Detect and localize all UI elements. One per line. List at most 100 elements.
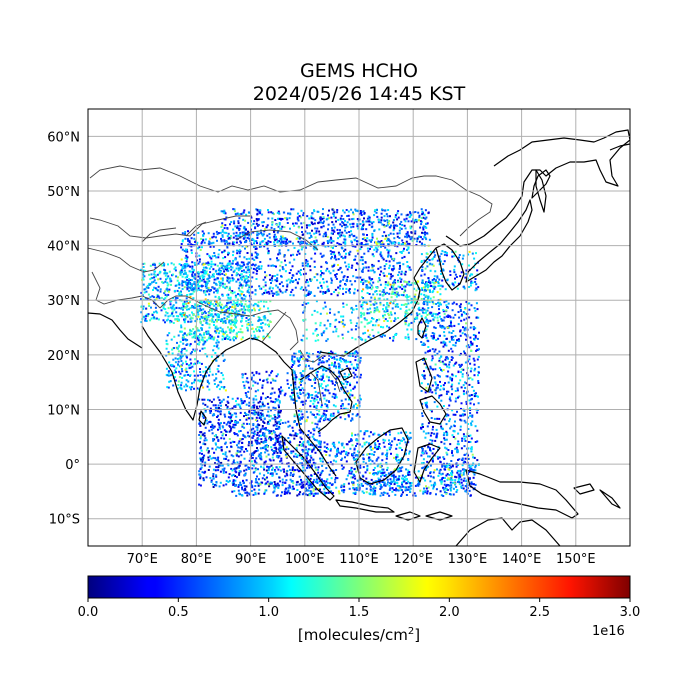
data-pixel [300,375,303,378]
data-pixel [430,285,433,287]
data-pixel [292,274,295,277]
data-pixel [167,315,170,318]
data-pixel [203,317,206,320]
data-pixel [424,316,427,319]
data-pixel [182,334,185,337]
data-pixel [170,363,173,366]
data-pixel [299,287,302,290]
data-pixel [346,278,348,281]
data-pixel [255,267,258,270]
data-pixel [344,380,347,383]
data-pixel [402,294,405,297]
data-pixel [339,235,342,238]
data-pixel [250,252,253,255]
data-pixel [421,210,424,213]
data-pixel [232,330,235,333]
data-pixel [377,324,380,327]
data-pixel [185,254,188,257]
data-pixel [285,279,288,282]
data-pixel [283,226,286,229]
data-pixel [199,468,202,471]
data-pixel [229,279,232,282]
data-pixel [221,251,224,254]
data-pixel [229,223,231,226]
data-pixel [378,228,381,231]
data-pixel [327,245,330,248]
data-pixel [267,471,270,474]
data-pixel [265,241,268,244]
data-pixel [266,247,269,250]
data-pixel [457,311,460,313]
data-pixel [358,361,361,364]
data-pixel [189,352,192,355]
data-pixel [253,259,256,261]
data-pixel [181,349,183,351]
data-pixel [319,219,322,222]
data-pixel [284,290,287,293]
data-pixel [344,375,347,378]
data-pixel [237,403,240,406]
data-pixel [270,290,273,293]
data-pixel [390,313,393,316]
data-pixel [323,368,326,371]
data-pixel [425,333,428,336]
data-pixel [256,252,258,255]
data-pixel [460,313,463,316]
data-pixel [266,449,269,452]
data-pixel [272,379,275,382]
data-pixel [368,276,371,279]
data-pixel [304,318,307,321]
data-pixel [255,425,258,428]
data-pixel [292,253,295,256]
data-pixel [253,406,256,409]
data-pixel [198,260,201,263]
data-pixel [307,284,310,287]
data-pixel [277,253,280,256]
data-pixel [220,239,223,242]
data-pixel [322,292,325,295]
data-pixel [216,239,218,242]
data-pixel [247,381,250,384]
data-pixel [245,395,248,398]
data-pixel [272,213,275,216]
data-pixel [226,430,229,433]
data-pixel [257,301,260,304]
data-pixel [213,254,216,257]
data-pixel [314,329,317,332]
data-pixel [188,367,191,370]
data-pixel [229,322,232,325]
data-pixel [314,219,317,222]
data-pixel [228,321,231,324]
data-pixel [390,273,392,276]
data-pixel [191,292,194,295]
data-pixel [221,222,224,225]
data-pixel [306,294,309,297]
data-pixel [351,354,354,357]
data-pixel [217,297,220,300]
data-pixel [399,251,402,253]
data-pixel [366,308,369,311]
data-pixel [185,389,187,392]
data-pixel [251,257,254,260]
data-pixel [428,285,431,288]
data-pixel [312,217,315,220]
data-pixel [398,232,401,235]
data-pixel [213,345,216,347]
data-pixel [392,284,395,287]
data-pixel [210,260,213,263]
data-pixel [229,425,232,428]
data-pixel [180,381,183,384]
data-pixel [440,318,443,320]
data-pixel [355,276,358,279]
data-pixel [322,373,325,376]
data-pixel [300,356,303,358]
data-pixel [324,231,327,234]
data-pixel [379,283,382,286]
data-pixel [311,396,314,399]
data-pixel [382,304,385,307]
data-pixel [329,308,332,311]
data-pixel [177,350,180,353]
data-pixel [217,404,220,407]
data-pixel [220,446,223,449]
data-pixel [238,264,241,267]
